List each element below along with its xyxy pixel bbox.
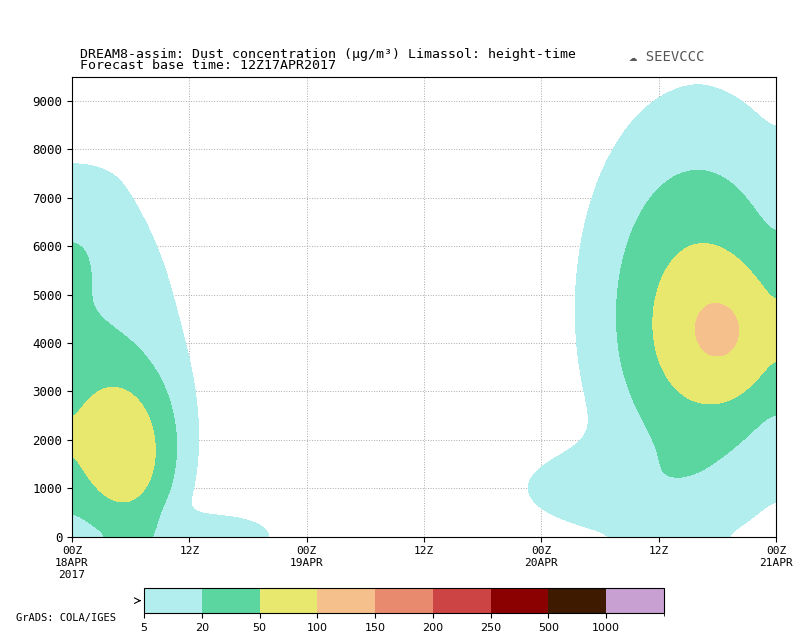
Text: Forecast base time: 12Z17APR2017: Forecast base time: 12Z17APR2017 [80,59,336,72]
Text: DREAM8-assim: Dust concentration (μg/m³) Limassol: height-time: DREAM8-assim: Dust concentration (μg/m³)… [80,48,576,61]
Text: GrADS: COLA/IGES: GrADS: COLA/IGES [16,613,116,623]
Text: ☁ SEEVCCC: ☁ SEEVCCC [629,50,704,64]
